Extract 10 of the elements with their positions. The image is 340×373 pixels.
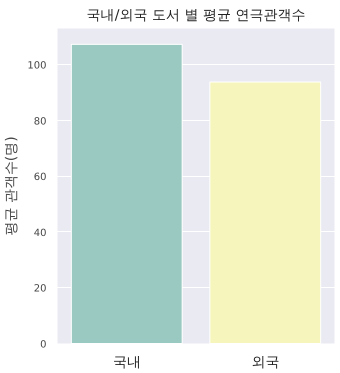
y-tick-label: 0 [40, 340, 47, 350]
y-tick-label: 80 [34, 116, 47, 128]
y-tick-label: 100 [27, 60, 47, 72]
y-tick-label: 20 [34, 284, 47, 295]
x-tick-label: 외국 [251, 354, 280, 370]
chart-title: 국내/외국 도서 별 평균 연극관객수 [86, 8, 306, 24]
x-tick-label: 국내 [112, 354, 141, 370]
y-tick-label: 40 [34, 228, 47, 239]
y-axis-title: 평균 관객수(명) [3, 136, 20, 236]
y-tick-label: 60 [34, 172, 47, 184]
